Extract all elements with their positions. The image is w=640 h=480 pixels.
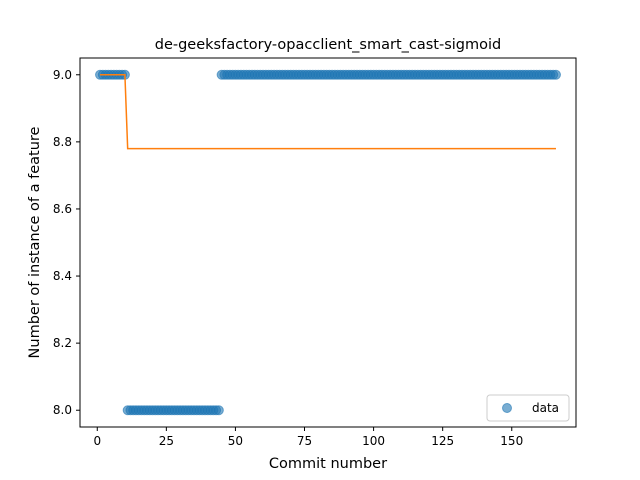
y-tick-label: 8.2 <box>53 336 72 350</box>
legend-box <box>486 394 570 422</box>
y-tick-label: 8.4 <box>53 269 72 283</box>
y-tick-label: 9.0 <box>53 68 72 82</box>
y-tick-label: 8.8 <box>53 135 72 149</box>
x-tick-label: 125 <box>431 434 454 448</box>
plot-frame <box>79 57 577 428</box>
x-tick-label: 50 <box>228 434 243 448</box>
y-axis-label: Number of instance of a feature <box>27 126 43 358</box>
fitted-line <box>100 74 556 150</box>
legend-marker-data <box>502 403 512 413</box>
legend-label-data: data <box>532 401 559 415</box>
data-point <box>550 69 561 80</box>
x-tick-label: 100 <box>362 434 385 448</box>
x-tick-label: 0 <box>93 434 101 448</box>
data-point <box>213 405 224 416</box>
x-tick-label: 75 <box>297 434 312 448</box>
y-tick-label: 8.0 <box>53 403 72 417</box>
x-tick-label: 25 <box>159 434 174 448</box>
x-tick-label: 150 <box>500 434 523 448</box>
y-tick-label: 8.6 <box>53 202 72 216</box>
chart-title: de-geeksfactory-opacclient_smart_cast-si… <box>155 37 501 53</box>
x-axis-label: Commit number <box>269 456 387 472</box>
legend: data <box>486 394 570 422</box>
